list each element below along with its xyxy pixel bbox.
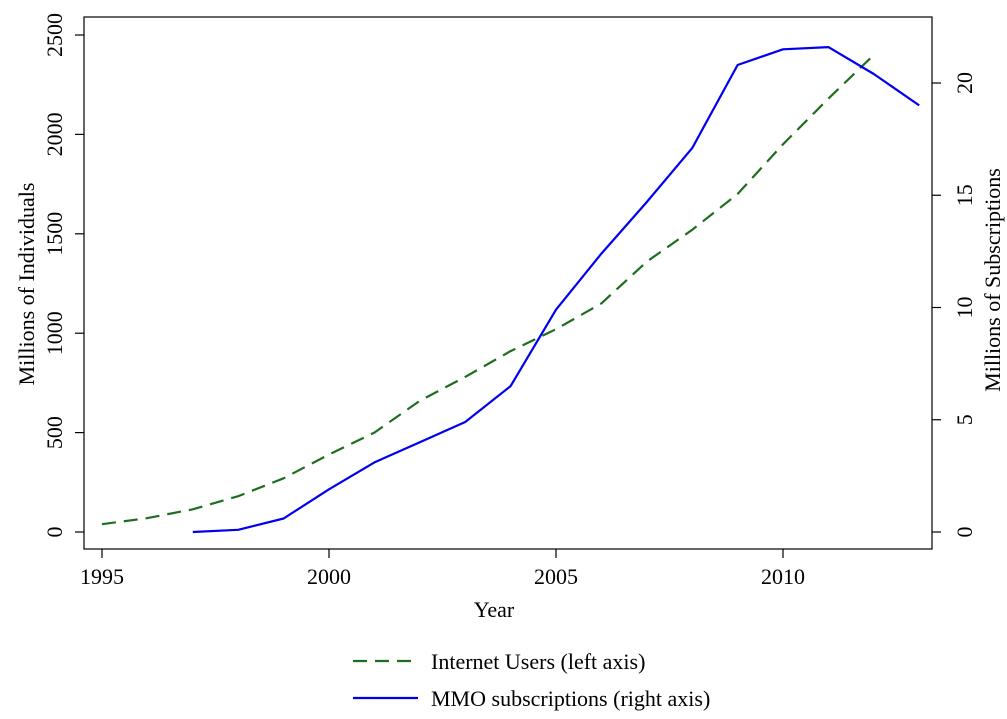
y-axis-right-title: Millions of Subscriptions: [980, 168, 1005, 392]
y-left-tick-label: 0: [42, 527, 67, 538]
y-left-tick-label: 2000: [42, 112, 67, 156]
y-left-tick-label: 1000: [42, 311, 67, 355]
y-axis-right: 0 5 10 15 20: [932, 72, 977, 538]
plot-area-border: [83, 16, 933, 550]
series-layer: [101, 45, 920, 534]
y-right-tick-label: 0: [952, 527, 977, 538]
y-left-tick-label: 2500: [42, 13, 67, 57]
legend: Internet Users (left axis) MMO subscript…: [353, 649, 710, 711]
x-tick-label: 1995: [80, 564, 124, 589]
legend-label-mmo-subscriptions: MMO subscriptions (right axis): [431, 686, 710, 711]
series-line-mmo-subscriptions: [192, 45, 920, 534]
x-axis: 1995 2000 2005 2010: [80, 549, 805, 589]
plot-frame: [83, 16, 933, 550]
y-right-tick-label: 5: [952, 414, 977, 425]
y-right-tick-label: 20: [952, 72, 977, 94]
y-axis-left: 0 500 1000 1500 2000 2500: [42, 13, 84, 538]
x-axis-title: Year: [474, 597, 515, 622]
x-tick-label: 2000: [307, 564, 351, 589]
series-line-internet-users: [101, 54, 875, 526]
x-tick-label: 2005: [534, 564, 578, 589]
y-left-tick-label: 1500: [42, 212, 67, 256]
y-left-tick-label: 500: [42, 416, 67, 449]
legend-label-internet-users: Internet Users (left axis): [431, 649, 645, 674]
y-right-tick-label: 15: [952, 184, 977, 206]
x-tick-label: 2010: [761, 564, 805, 589]
y-axis-left-title: Millions of Individuals: [14, 183, 39, 386]
y-right-tick-label: 10: [952, 297, 977, 319]
